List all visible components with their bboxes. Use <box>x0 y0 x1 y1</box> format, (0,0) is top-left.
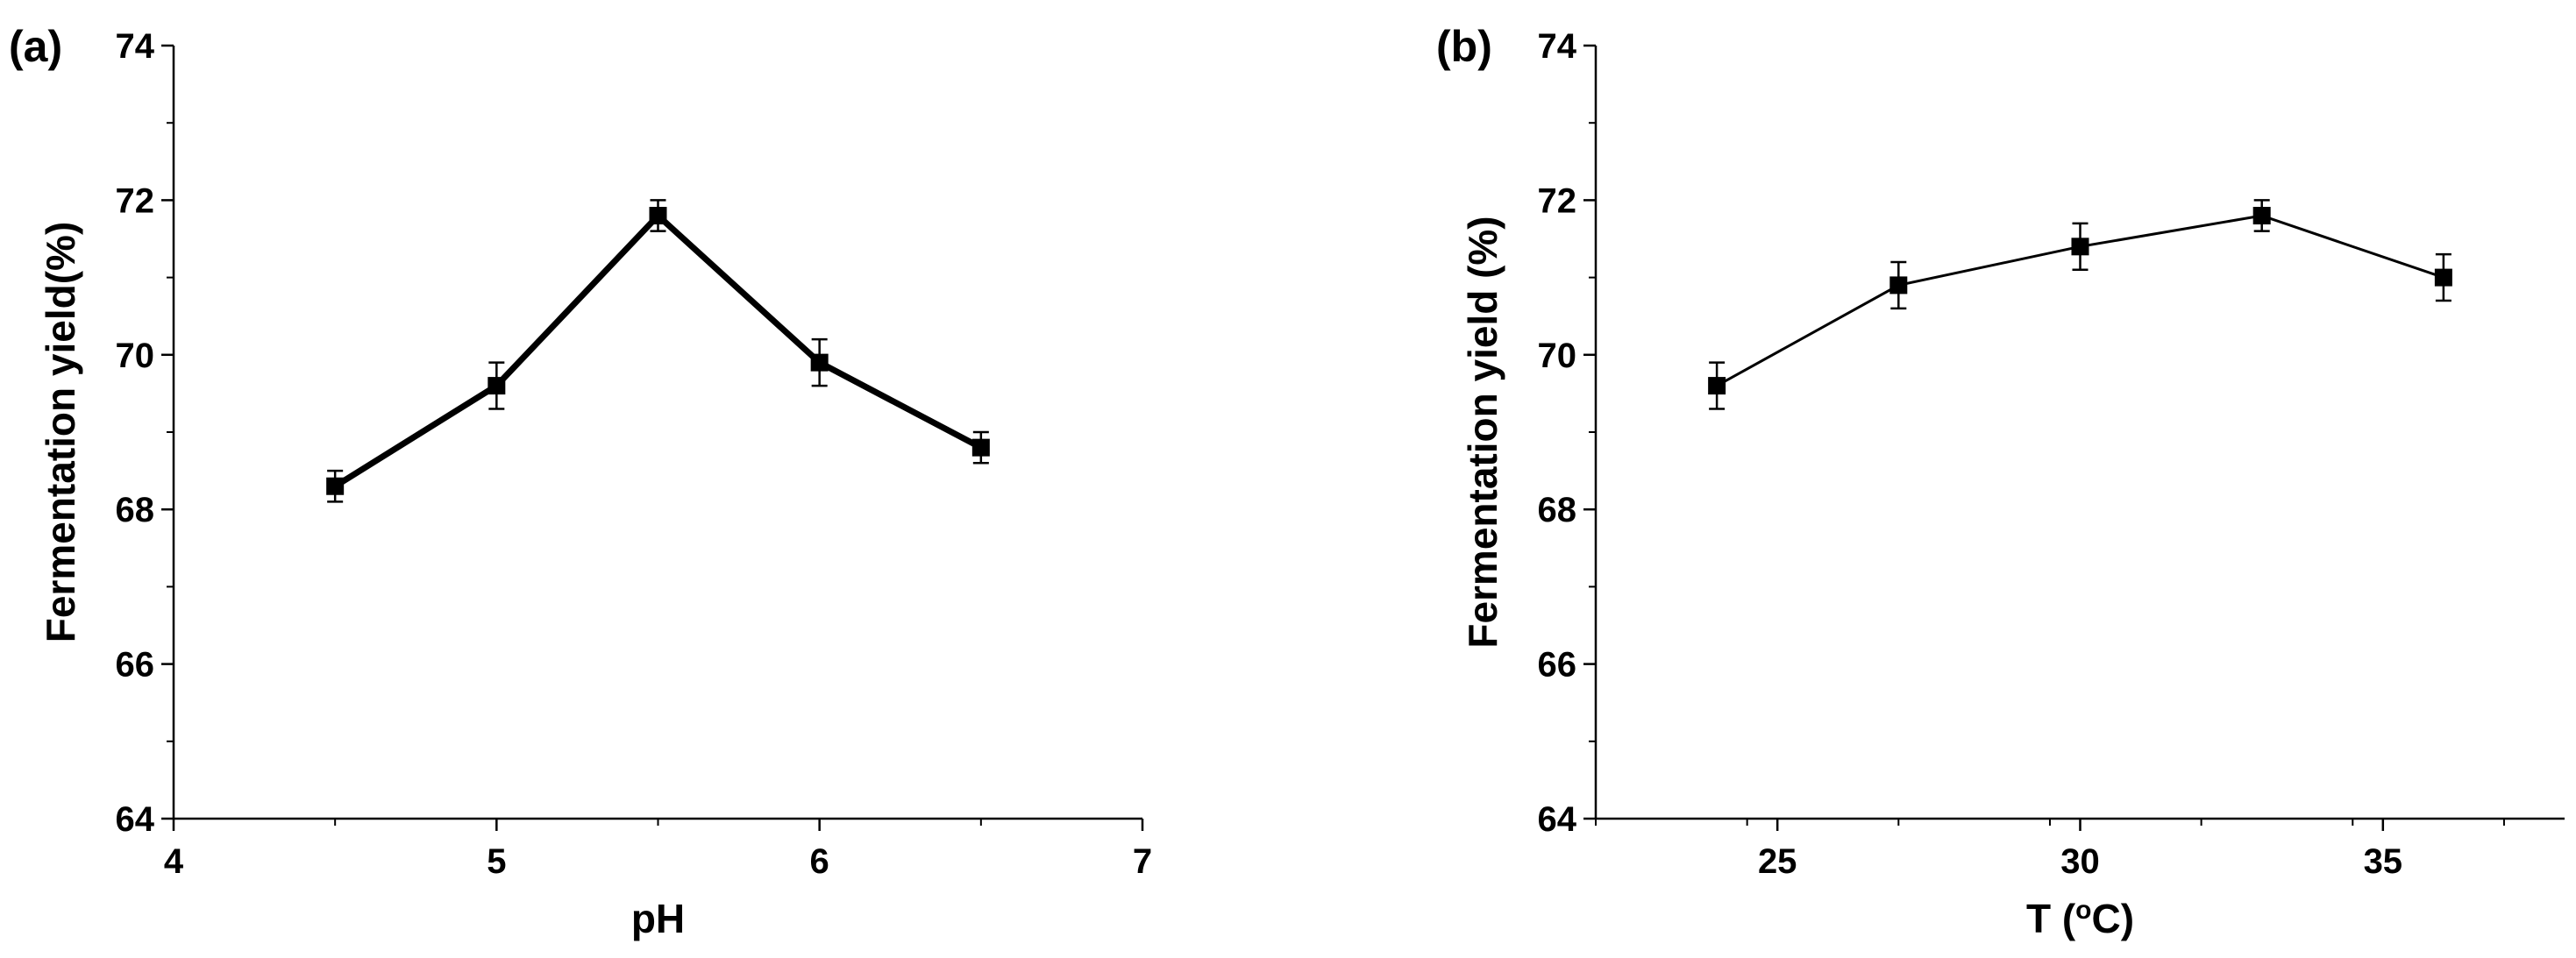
y-tick-label: 70 <box>1538 337 1577 375</box>
y-tick-label: 72 <box>1538 181 1577 220</box>
x-axis-label: pH <box>631 896 685 941</box>
y-axis-label: Fermentation yield (%) <box>1460 216 1505 648</box>
x-tick-label: 30 <box>2060 842 2100 881</box>
x-tick-label: 5 <box>487 842 506 881</box>
y-tick-label: 74 <box>116 27 155 66</box>
y-tick-label: 64 <box>116 800 155 839</box>
x-axis-label-part: C) <box>2091 896 2134 941</box>
y-tick-label: 74 <box>1538 27 1577 66</box>
data-point <box>810 353 829 372</box>
data-point <box>649 207 667 225</box>
x-axis-label: T (oC) <box>2026 896 2134 942</box>
y-tick-label: 68 <box>1538 491 1577 529</box>
data-point <box>2434 268 2452 287</box>
x-tick-label: 35 <box>2364 842 2403 881</box>
panel-label: (a) <box>9 22 62 71</box>
data-point <box>2071 238 2089 256</box>
data-point <box>971 438 990 457</box>
data-point <box>1889 276 1908 294</box>
data-point <box>326 477 345 495</box>
y-tick-label: 66 <box>116 646 155 685</box>
x-tick-label: 6 <box>810 842 829 881</box>
y-tick-label: 68 <box>116 491 155 529</box>
x-tick-label: 7 <box>1133 842 1152 881</box>
series-line <box>333 211 983 489</box>
y-tick-label: 66 <box>1538 646 1577 685</box>
x-axis-label-part: T ( <box>2026 896 2076 941</box>
data-point <box>2252 207 2271 225</box>
y-tick-label: 64 <box>1538 800 1577 839</box>
y-tick-label: 70 <box>116 337 155 375</box>
y-axis-label: Fermentation yield(%) <box>38 222 83 643</box>
data-point <box>487 377 506 395</box>
y-tick-label: 72 <box>116 181 155 220</box>
panel-label: (b) <box>1436 22 1492 71</box>
x-tick-label: 4 <box>164 842 184 881</box>
x-axis-label-superscript: o <box>2075 896 2091 925</box>
x-tick-label: 25 <box>1758 842 1797 881</box>
data-point <box>1708 377 1726 395</box>
